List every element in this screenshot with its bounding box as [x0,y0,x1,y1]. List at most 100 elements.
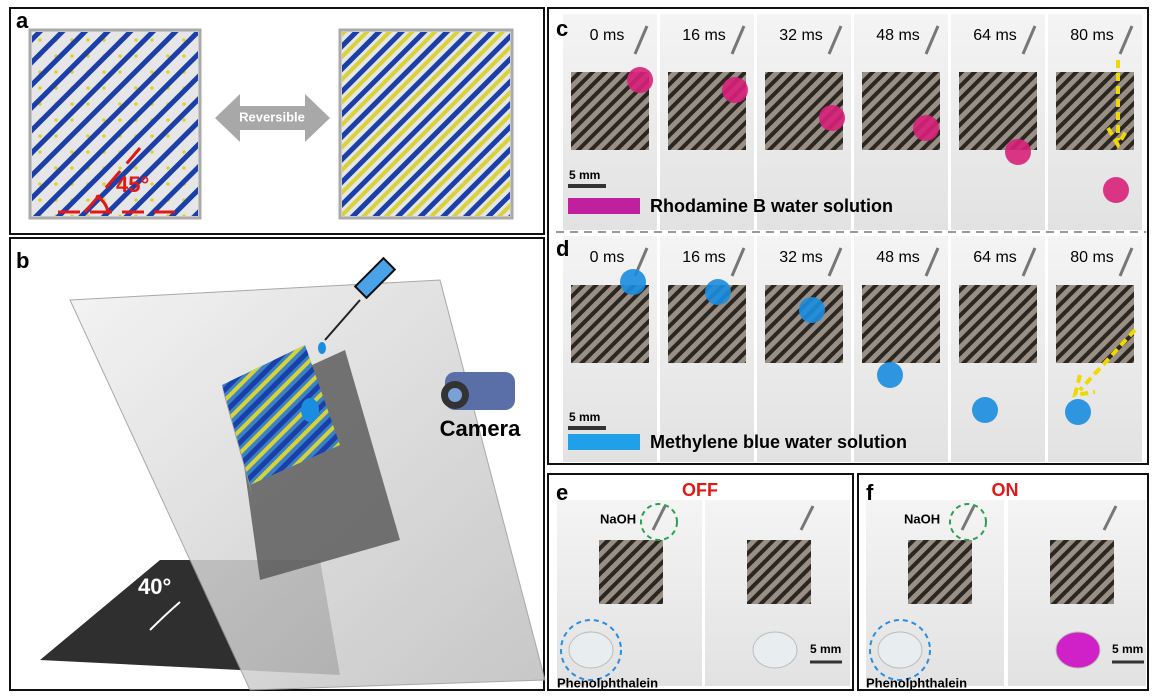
droplet [913,115,939,141]
mesh-stripes [571,285,649,363]
droplet [819,105,845,131]
needle [960,505,976,531]
scale-label: 5 mm [1112,642,1143,656]
panel-frame [9,7,545,235]
needle [924,25,940,55]
photo-pairs [557,500,1146,686]
mesh-stripes [1056,285,1134,363]
mesh-stripes [908,540,972,604]
panel-frame [9,237,545,691]
highlight-circle [560,619,622,681]
needle [730,247,746,277]
scale-label: 5 mm [810,642,841,656]
panel-frame [547,473,854,691]
droplet [877,362,903,388]
mesh-stripes [599,540,663,604]
droplet [568,631,614,669]
syringe [353,256,397,300]
legend-label: Rhodamine B water solution [650,196,893,216]
arrow-label: Reversible [239,109,305,124]
needle [924,247,940,277]
panel-label: c [556,16,568,41]
state-label: ON [992,480,1019,500]
droplet [1055,631,1101,669]
droplet [1005,139,1031,165]
droplet [1103,177,1129,203]
direction-arrow [1072,328,1137,398]
time-label: 32 ms [779,249,823,266]
time-label: 64 ms [973,27,1017,44]
panel-frame [857,473,1149,691]
indicator-label: Phenolphthalein [866,675,967,690]
angle-label: 45° [116,172,149,197]
mesh-stripes [747,540,811,604]
drop [318,342,326,354]
droplet [1065,399,1091,425]
needle [827,25,843,55]
sample-stripes [222,345,340,485]
droplet [877,631,923,669]
time-label: 0 ms [590,27,625,44]
needle [1102,505,1118,531]
scale-label: 5 mm [569,168,600,182]
needle [1118,247,1134,277]
droplet [301,398,319,422]
droplet [620,269,646,295]
mesh-stripes [765,285,843,363]
legend-swatch [568,434,640,450]
time-label: 48 ms [876,249,920,266]
sample-edge [222,385,252,495]
reagent-label: NaOH [904,511,940,526]
angle-label: 40° [138,574,171,599]
indicator-label: Phenolphthalein [557,675,658,690]
needle [730,25,746,55]
mesh-stripes [959,72,1037,150]
reagent-label: NaOH [600,511,636,526]
highlight-circle [949,503,987,541]
highlight-circle [869,619,931,681]
droplet [799,297,825,323]
needle [827,247,843,277]
legend-label: Methylene blue water solution [650,432,907,452]
panel-frame [547,7,1149,465]
needle [633,25,649,55]
photo-sequences: 0 ms 16 ms 32 ms 48 ms 64 ms 80 ms 0 ms 16 ms 32… [563,14,1142,462]
droplet [627,67,653,93]
stripes [342,32,510,216]
angle-arrow [149,601,181,631]
panel-label: a [16,8,29,33]
state-label: OFF [682,480,718,500]
time-label: 80 ms [1070,249,1114,266]
direction-arrow [1106,60,1130,149]
mesh-stripes [1050,540,1114,604]
time-label: 16 ms [682,27,726,44]
angle-marker [58,147,175,214]
stripes [32,32,198,216]
time-label: 48 ms [876,27,920,44]
needle [324,299,361,341]
time-label: 80 ms [1070,27,1114,44]
time-label: 0 ms [590,249,625,266]
time-label: 64 ms [973,249,1017,266]
needle [1021,247,1037,277]
time-label: 32 ms [779,27,823,44]
legend-swatch [568,198,640,214]
needle [799,505,815,531]
time-label: 16 ms [682,249,726,266]
needle [1021,25,1037,55]
panel-label: b [16,248,29,273]
camera-icon [441,372,515,410]
panel-label: e [556,480,568,505]
mesh-stripes [959,285,1037,363]
highlight-circle [640,503,678,541]
droplet [722,77,748,103]
droplet [972,397,998,423]
camera-label: Camera [440,416,521,441]
droplet [752,631,798,669]
reversible-arrow [215,94,330,142]
needle [651,505,667,531]
panel-label: d [556,236,569,261]
scale-label: 5 mm [569,410,600,424]
